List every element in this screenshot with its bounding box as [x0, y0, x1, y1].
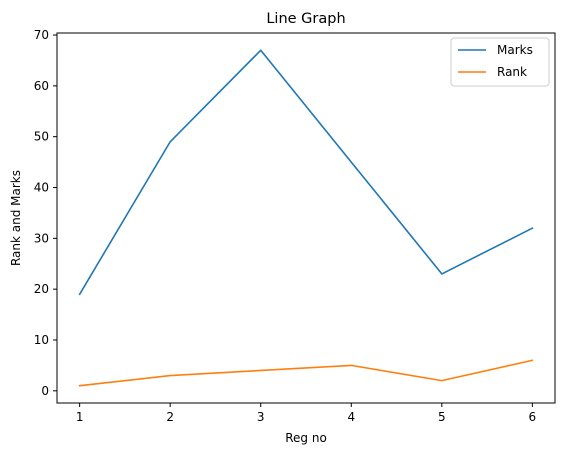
- y-tick-label: 50: [34, 130, 49, 144]
- y-axis-ticks: 0 10 20 30 40 50 60 70: [34, 28, 57, 398]
- x-tick-label: 4: [347, 410, 355, 424]
- y-tick-label: 40: [34, 181, 49, 195]
- y-tick-label: 20: [34, 282, 49, 296]
- series-lines: [78, 49, 534, 387]
- x-tick-label: 6: [529, 410, 537, 424]
- x-tick-label: 1: [76, 410, 84, 424]
- series-line-rank: [78, 359, 534, 387]
- plot-area: [56, 32, 556, 404]
- y-axis-label: Rank and Marks: [9, 170, 23, 266]
- x-tick-label: 3: [257, 410, 265, 424]
- series-line-marks: [78, 49, 534, 296]
- y-tick-label: 0: [41, 384, 49, 398]
- chart-title: Line Graph: [266, 11, 345, 27]
- y-tick-label: 70: [34, 28, 49, 42]
- y-tick-label: 60: [34, 79, 49, 93]
- y-tick-label: 10: [34, 333, 49, 347]
- legend-label-marks: Marks: [497, 43, 533, 57]
- legend: Marks Rank: [450, 37, 550, 87]
- legend-label-rank: Rank: [497, 65, 527, 79]
- x-axis-label: Reg no: [285, 431, 327, 445]
- x-tick-label: 5: [438, 410, 446, 424]
- x-tick-label: 2: [166, 410, 174, 424]
- y-tick-label: 30: [34, 231, 49, 245]
- x-axis-ticks: 1 2 3 4 5 6: [76, 403, 536, 424]
